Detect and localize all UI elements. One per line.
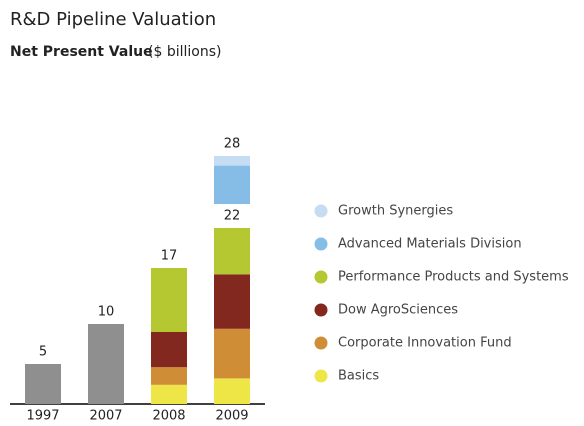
total-label: 5 bbox=[39, 345, 47, 360]
total-label: 10 bbox=[98, 305, 115, 320]
bar-segment bbox=[151, 367, 187, 385]
chart-subtitle: Net Present Value bbox=[10, 44, 153, 60]
legend-swatch bbox=[314, 204, 328, 218]
legend-label: Corporate Innovation Fund bbox=[338, 336, 512, 351]
bar-segment bbox=[214, 328, 250, 379]
bar-segment bbox=[151, 332, 187, 368]
x-tick-label: 1997 bbox=[26, 409, 59, 424]
bar bbox=[88, 324, 124, 404]
legend-label: Dow AgroSciences bbox=[338, 303, 458, 318]
x-tick-label: 2007 bbox=[89, 409, 122, 424]
bar-segment bbox=[214, 228, 250, 275]
total-label: 22 bbox=[224, 209, 241, 224]
legend-label: Growth Synergies bbox=[338, 204, 453, 219]
bar-segment bbox=[214, 274, 250, 329]
bar-segment bbox=[151, 268, 187, 332]
bar-segment bbox=[214, 165, 250, 204]
x-tick-label: 2008 bbox=[152, 409, 185, 424]
x-tick-label: 2009 bbox=[215, 409, 248, 424]
bar-segment bbox=[214, 156, 250, 166]
bar bbox=[25, 364, 61, 404]
chart-title: R&D Pipeline Valuation bbox=[10, 9, 216, 30]
legend-label: Advanced Materials Division bbox=[338, 237, 522, 252]
total-label: 17 bbox=[161, 249, 178, 264]
legend-swatch bbox=[314, 369, 328, 383]
bar-segment bbox=[214, 378, 250, 404]
legend-swatch bbox=[314, 303, 328, 317]
bar-segment bbox=[151, 384, 187, 404]
legend-swatch bbox=[314, 336, 328, 350]
legend-swatch bbox=[314, 270, 328, 284]
total-label: 28 bbox=[224, 137, 241, 152]
legend-label: Basics bbox=[338, 369, 379, 384]
unit-label: ($ billions) bbox=[148, 44, 221, 60]
legend-label: Performance Products and Systems bbox=[338, 270, 569, 285]
legend-swatch bbox=[314, 237, 328, 251]
